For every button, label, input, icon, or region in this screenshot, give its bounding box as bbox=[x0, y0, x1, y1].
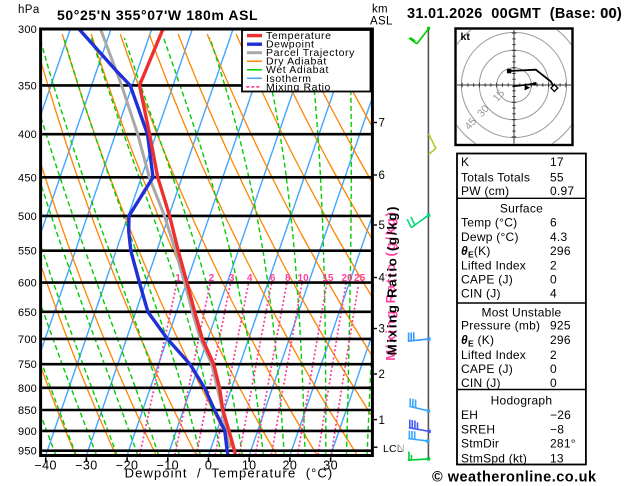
svg-text:EH: EH bbox=[461, 408, 478, 422]
svg-text:550: 550 bbox=[18, 246, 37, 258]
svg-text:20: 20 bbox=[341, 273, 353, 284]
svg-text:Isotherm: Isotherm bbox=[266, 73, 312, 85]
svg-text:Dewpoint: Dewpoint bbox=[266, 39, 315, 51]
svg-text:Dewpoint / Temperature (°C): Dewpoint / Temperature (°C) bbox=[125, 466, 334, 481]
svg-text:2: 2 bbox=[550, 258, 557, 272]
svg-text:kt: kt bbox=[461, 31, 471, 43]
svg-text:K: K bbox=[461, 155, 469, 169]
svg-text:Mixing Ratio (g/kg): Mixing Ratio (g/kg) bbox=[383, 210, 398, 360]
svg-text:StmDir: StmDir bbox=[461, 437, 499, 451]
svg-text:Temperature: Temperature bbox=[266, 30, 332, 42]
svg-text:N: N bbox=[397, 443, 405, 455]
svg-text:Dry Adiabat: Dry Adiabat bbox=[266, 56, 327, 68]
svg-text:13: 13 bbox=[550, 451, 564, 465]
svg-text:θE (K): θE (K) bbox=[461, 333, 494, 349]
svg-text:2: 2 bbox=[550, 348, 557, 362]
svg-text:Mixing Ratio (g/kg): Mixing Ratio (g/kg) bbox=[385, 205, 400, 355]
svg-text:450: 450 bbox=[18, 172, 37, 184]
svg-text:55: 55 bbox=[550, 171, 564, 185]
svg-text:PW (cm): PW (cm) bbox=[461, 184, 509, 198]
svg-text:CIN (J): CIN (J) bbox=[461, 376, 501, 390]
svg-text:Hodograph: Hodograph bbox=[491, 393, 553, 407]
svg-text:1: 1 bbox=[175, 273, 181, 284]
svg-text:1: 1 bbox=[379, 415, 385, 427]
svg-text:2: 2 bbox=[209, 273, 215, 284]
svg-text:925: 925 bbox=[550, 319, 571, 333]
svg-text:CAPE (J): CAPE (J) bbox=[461, 362, 513, 376]
svg-text:4: 4 bbox=[379, 273, 386, 285]
svg-text:10: 10 bbox=[242, 459, 257, 473]
svg-text:−26: −26 bbox=[550, 408, 571, 422]
svg-text:400: 400 bbox=[18, 129, 37, 141]
svg-text:Lifted Index: Lifted Index bbox=[461, 348, 526, 362]
svg-text:31.01.2026 00GMT (Base: 00): 31.01.2026 00GMT (Base: 00) bbox=[407, 6, 622, 22]
svg-text:4.3: 4.3 bbox=[550, 230, 568, 244]
svg-text:10: 10 bbox=[298, 273, 310, 284]
svg-text:km: km bbox=[372, 4, 388, 16]
svg-text:Most Unstable: Most Unstable bbox=[481, 306, 561, 320]
svg-text:3: 3 bbox=[379, 324, 385, 336]
svg-text:θE(K): θE(K) bbox=[461, 244, 491, 260]
svg-text:4: 4 bbox=[247, 273, 253, 284]
svg-text:2: 2 bbox=[379, 369, 385, 381]
svg-text:−8: −8 bbox=[550, 423, 564, 437]
svg-text:17: 17 bbox=[550, 155, 564, 169]
svg-text:CAPE (J): CAPE (J) bbox=[461, 272, 513, 286]
svg-text:5: 5 bbox=[379, 220, 385, 232]
svg-text:500: 500 bbox=[18, 211, 37, 223]
svg-text:Surface: Surface bbox=[500, 201, 543, 215]
svg-text:650: 650 bbox=[18, 307, 37, 319]
svg-text:Parcel Trajectory: Parcel Trajectory bbox=[266, 47, 355, 59]
svg-text:Wet Adiabat: Wet Adiabat bbox=[266, 64, 329, 76]
svg-text:850: 850 bbox=[18, 405, 37, 417]
svg-text:0: 0 bbox=[205, 459, 212, 473]
svg-text:350: 350 bbox=[18, 80, 37, 92]
svg-text:−40: −40 bbox=[34, 459, 56, 473]
svg-text:−30: −30 bbox=[75, 459, 97, 473]
svg-text:800: 800 bbox=[18, 383, 37, 395]
svg-text:8: 8 bbox=[285, 273, 291, 284]
svg-text:0.97: 0.97 bbox=[550, 184, 574, 198]
svg-text:00): 00) bbox=[601, 6, 622, 22]
svg-text:Lifted Index: Lifted Index bbox=[461, 258, 526, 272]
svg-text:6: 6 bbox=[270, 273, 276, 284]
svg-text:50°25'N 355°07'W 180m ASL: 50°25'N 355°07'W 180m ASL bbox=[57, 7, 258, 23]
svg-text:600: 600 bbox=[18, 278, 37, 290]
svg-text:6: 6 bbox=[379, 170, 385, 182]
svg-text:296: 296 bbox=[550, 333, 571, 347]
svg-text:6: 6 bbox=[550, 216, 557, 230]
svg-text:Mixing Ratio: Mixing Ratio bbox=[266, 81, 331, 93]
svg-text:SREH: SREH bbox=[461, 423, 495, 437]
svg-text:Dewp (°C): Dewp (°C) bbox=[461, 230, 519, 244]
svg-text:7: 7 bbox=[379, 118, 385, 130]
svg-text:750: 750 bbox=[18, 359, 37, 371]
svg-text:0: 0 bbox=[550, 362, 557, 376]
svg-text:−10: −10 bbox=[157, 459, 179, 473]
svg-text:700: 700 bbox=[18, 334, 37, 346]
svg-text:15: 15 bbox=[322, 273, 334, 284]
svg-text:3: 3 bbox=[229, 273, 235, 284]
svg-text:950: 950 bbox=[18, 446, 37, 458]
svg-text:25: 25 bbox=[354, 273, 366, 284]
svg-text:Pressure (mb): Pressure (mb) bbox=[461, 319, 540, 333]
svg-text:30: 30 bbox=[323, 459, 338, 473]
svg-text:20: 20 bbox=[283, 459, 298, 473]
svg-text:−20: −20 bbox=[116, 459, 138, 473]
svg-text:0: 0 bbox=[550, 272, 557, 286]
svg-text:4: 4 bbox=[550, 287, 557, 301]
svg-text:CIN (J): CIN (J) bbox=[461, 287, 501, 301]
svg-text:296: 296 bbox=[550, 244, 571, 258]
svg-text:0: 0 bbox=[550, 376, 557, 390]
svg-text:© weatheronline.co.uk: © weatheronline.co.uk bbox=[432, 470, 597, 486]
svg-text:Totals Totals: Totals Totals bbox=[461, 171, 530, 185]
svg-text:StmSpd (kt): StmSpd (kt) bbox=[461, 451, 527, 465]
svg-text:300: 300 bbox=[18, 24, 37, 36]
svg-text:ASL: ASL bbox=[370, 16, 393, 28]
svg-text:281°: 281° bbox=[550, 437, 576, 451]
svg-text:LCL: LCL bbox=[383, 443, 403, 455]
svg-text:900: 900 bbox=[18, 426, 37, 438]
svg-text:hPa: hPa bbox=[18, 4, 40, 16]
svg-text:Temp (°C): Temp (°C) bbox=[461, 216, 517, 230]
